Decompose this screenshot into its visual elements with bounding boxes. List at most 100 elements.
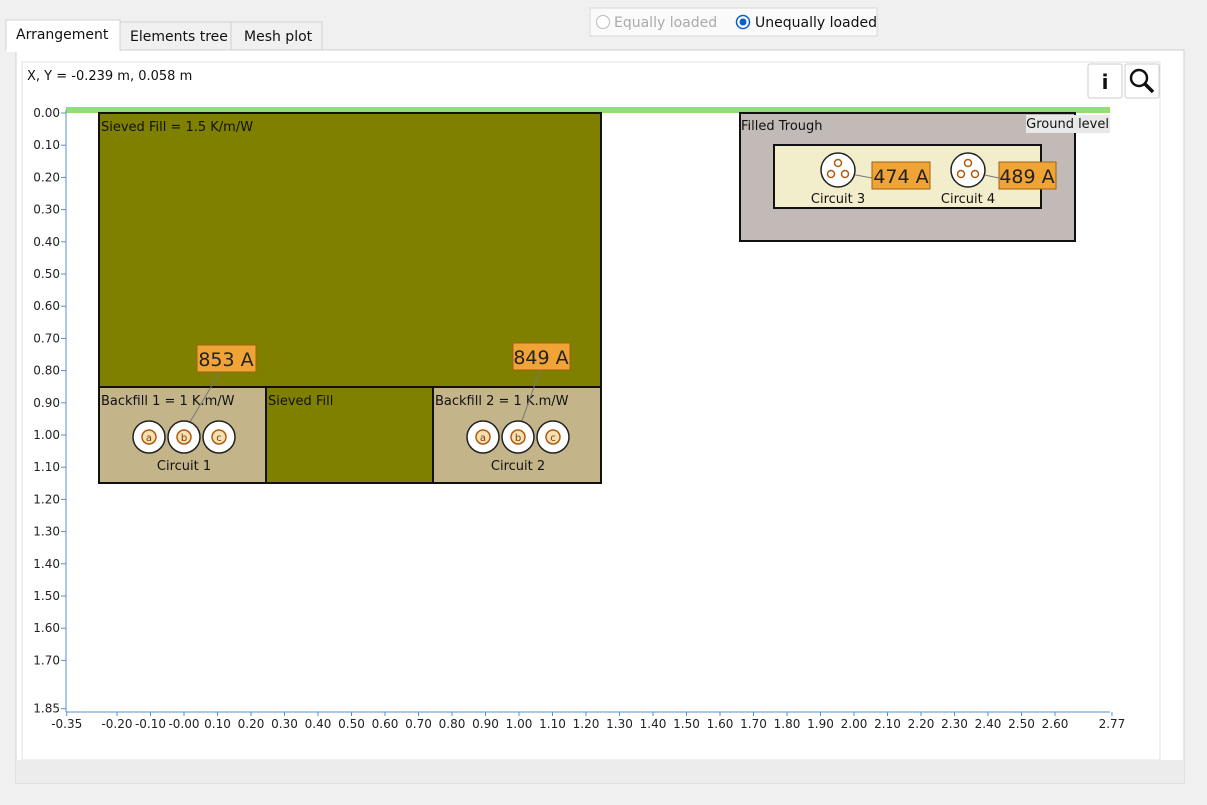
phase-label: c — [550, 433, 556, 444]
y-tick-label: 0.30 — [33, 203, 60, 217]
y-tick-label: 1.10 — [33, 460, 60, 474]
status-strip — [16, 760, 1184, 783]
y-tick-label: 0.40 — [33, 235, 60, 249]
cable-core — [475, 429, 491, 445]
y-tick-label: 0.20 — [33, 170, 60, 184]
x-tick-label: 0.20 — [238, 717, 265, 731]
info-button-label[interactable]: i — [1102, 70, 1109, 94]
y-tick-label: 0.70 — [33, 331, 60, 345]
current-label: 474 A — [873, 166, 928, 188]
info-button[interactable] — [1087, 63, 1123, 99]
cable-core — [963, 158, 973, 168]
tab-label[interactable]: Elements tree — [130, 29, 228, 45]
x-tick-label: 1.00 — [506, 717, 533, 731]
x-tick-label: 2.50 — [1008, 717, 1035, 731]
y-tick-label: 1.85 — [33, 702, 60, 716]
y-tick-label: 0.50 — [33, 267, 60, 281]
y-tick-label: 0.90 — [33, 396, 60, 410]
tab[interactable] — [119, 21, 232, 51]
y-tick-label: 1.60 — [33, 621, 60, 635]
region-label: Filled Trough — [741, 119, 823, 134]
phase-label: b — [515, 433, 521, 444]
x-tick-label: 1.80 — [774, 717, 801, 731]
cable-core — [833, 158, 843, 168]
region-label: Ground level — [1026, 117, 1109, 132]
x-tick-label: -0.10 — [135, 717, 166, 731]
y-tick-label: 0.80 — [33, 364, 60, 378]
tab-join — [6, 49, 120, 52]
tab-active[interactable] — [5, 19, 121, 52]
zoom-icon — [1143, 82, 1155, 94]
radio-label[interactable]: Unequally loaded — [755, 15, 877, 31]
x-tick-label: 0.60 — [372, 717, 399, 731]
x-tick-label: 0.90 — [472, 717, 499, 731]
x-tick-label: 0.30 — [271, 717, 298, 731]
trough-inner — [773, 144, 1042, 209]
tab-label[interactable]: Arrangement — [16, 27, 109, 43]
y-tick-label: 1.50 — [33, 589, 60, 603]
cable — [950, 152, 986, 188]
x-tick-label: 1.10 — [539, 717, 566, 731]
y-tick-label: 0.00 — [33, 106, 60, 120]
phase-label: a — [146, 433, 152, 444]
circuit-label: Circuit 1 — [157, 459, 211, 474]
current-box — [998, 161, 1057, 190]
circuit-label: Circuit 2 — [491, 459, 545, 474]
region-label: Backfill 2 = 1 K.m/W — [435, 394, 569, 409]
x-tick-label: -0.00 — [168, 717, 199, 731]
x-tick-label: 1.40 — [640, 717, 667, 731]
cable-core — [211, 429, 227, 445]
x-tick-label: 1.50 — [673, 717, 700, 731]
cursor-readout: X, Y = -0.239 m, 0.058 m — [27, 69, 192, 84]
cable — [820, 152, 856, 188]
y-tick-label: 1.30 — [33, 525, 60, 539]
x-tick-label: 2.10 — [874, 717, 901, 731]
x-tick-label: 0.10 — [204, 717, 231, 731]
x-tick-label: -0.35 — [51, 717, 82, 731]
y-tick-label: 0.60 — [33, 299, 60, 313]
x-tick-label: 1.90 — [807, 717, 834, 731]
circuit-label: Circuit 3 — [811, 192, 865, 207]
cable-core — [826, 169, 836, 179]
ground-line — [66, 107, 1110, 113]
phase-label: c — [216, 433, 222, 444]
x-tick-label: 2.77 — [1099, 717, 1126, 731]
x-tick-label: 2.60 — [1042, 717, 1069, 731]
current-label: 849 A — [513, 347, 568, 369]
region-label: Sieved Fill — [268, 394, 333, 409]
x-tick-label: 2.40 — [975, 717, 1002, 731]
cable-core — [545, 429, 561, 445]
radio-label[interactable]: Equally loaded — [614, 15, 717, 31]
phase-label: b — [181, 433, 187, 444]
x-tick-label: 2.20 — [908, 717, 935, 731]
circuit-label: Circuit 4 — [941, 192, 995, 207]
y-tick-label: 1.00 — [33, 428, 60, 442]
y-tick-label: 1.20 — [33, 492, 60, 506]
ground-label-bg — [1026, 115, 1110, 133]
cable-core — [141, 429, 157, 445]
current-box — [196, 344, 257, 373]
x-tick-label: 1.20 — [573, 717, 600, 731]
x-tick-label: 2.00 — [841, 717, 868, 731]
x-tick-label: 0.70 — [405, 717, 432, 731]
x-tick-label: 2.30 — [941, 717, 968, 731]
tab[interactable] — [230, 21, 323, 51]
phase-label: a — [480, 433, 486, 444]
x-tick-label: 0.50 — [338, 717, 365, 731]
zoom-button[interactable] — [1124, 63, 1160, 99]
region-label: Sieved Fill = 1.5 K/m/W — [101, 120, 253, 135]
radio[interactable] — [596, 15, 610, 29]
x-tick-label: 0.80 — [439, 717, 466, 731]
region-label: Backfill 1 = 1 K.m/W — [101, 394, 235, 409]
radio-dot — [739, 18, 747, 26]
cable-core — [956, 169, 966, 179]
tab-label[interactable]: Mesh plot — [244, 29, 313, 45]
cable-core — [510, 429, 526, 445]
x-tick-label: 1.60 — [707, 717, 734, 731]
cable-core — [840, 169, 850, 179]
current-label: 489 A — [999, 166, 1054, 188]
zoom-icon — [1129, 68, 1149, 88]
x-tick-label: 1.70 — [740, 717, 767, 731]
y-tick-label: 1.70 — [33, 653, 60, 667]
